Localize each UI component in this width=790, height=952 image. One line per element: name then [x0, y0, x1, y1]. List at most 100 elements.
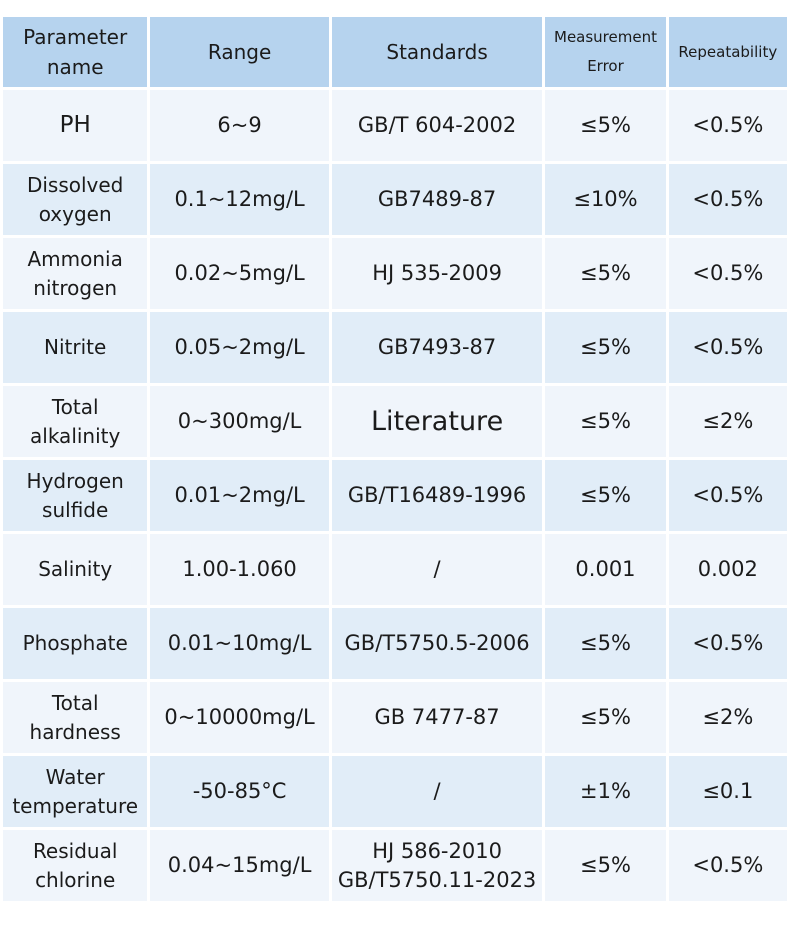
standards-cell-line: /	[433, 779, 441, 803]
header-row: Parameter name Range Standards Measureme…	[3, 17, 787, 87]
parameter-name-cell: Total alkalinity	[3, 386, 148, 457]
measurement-error-cell: ≤5%	[545, 238, 666, 309]
measurement-error-cell: ≤5%	[545, 386, 666, 457]
header-parameter-line-1: Parameter	[23, 25, 128, 49]
parameter-name-cell-line: Dissolved	[26, 172, 124, 197]
range-cell: 0.01~10mg/L	[150, 608, 329, 679]
standards-cell: GB/T5750.5-2006	[331, 608, 543, 679]
standards-cell: GB/T 604-2002	[331, 90, 543, 161]
measurement-error-cell: ≤5%	[545, 312, 666, 383]
parameter-name-cell-line: Residual	[32, 838, 118, 863]
parameter-name-cell-line: Ammonia	[27, 246, 123, 271]
standards-cell-line: /	[433, 557, 441, 581]
standards-cell-line: Literature	[370, 406, 504, 437]
range-cell: 1.00-1.060	[150, 534, 329, 605]
table-row: Water temperature -50-85°C / ±1% ≤0.1	[3, 756, 787, 827]
range-cell: -50-85°C	[150, 756, 329, 827]
table-row: Total alkalinity 0~300mg/L Literature ≤5% ≤2%	[3, 386, 787, 457]
measurement-error-cell: ≤5%	[545, 682, 666, 753]
table-body: PH 6~9 GB/T 604-2002 ≤5% <0.5% Dissolved oxyge…	[3, 90, 787, 901]
measurement-error-cell: ≤5%	[545, 460, 666, 531]
range-cell: 0.05~2mg/L	[150, 312, 329, 383]
range-cell: 0.02~5mg/L	[150, 238, 329, 309]
parameter-name-cell: Nitrite	[3, 312, 148, 383]
table-row: Residual chlorine 0.04~15mg/L HJ 586-2010 GB…	[3, 830, 787, 901]
parameter-name-cell: Ammonia nitrogen	[3, 238, 148, 309]
parameter-name-cell-line: Nitrite	[44, 335, 107, 359]
parameter-name-cell-line: Phosphate	[22, 631, 128, 655]
standards-cell-line: GB 7477-87	[374, 705, 500, 729]
standards-cell: /	[331, 756, 543, 827]
header-range: Range	[150, 17, 329, 87]
repeatability-cell: <0.5%	[668, 238, 787, 309]
spec-table: Parameter name Range Standards Measureme…	[0, 14, 790, 904]
repeatability-cell: ≤2%	[668, 386, 787, 457]
table-row: Salinity 1.00-1.060 / 0.001 0.002	[3, 534, 787, 605]
parameter-name-cell-line: sulfide	[42, 497, 109, 522]
parameter-name-cell-line: hardness	[29, 719, 121, 744]
parameter-name-cell-line: chlorine	[35, 867, 116, 892]
standards-cell-line: HJ 535-2009	[372, 261, 502, 285]
range-cell: 0.01~2mg/L	[150, 460, 329, 531]
standards-cell: GB7489-87	[331, 164, 543, 235]
header-parameter-line-2: name	[46, 55, 104, 79]
table-row: Phosphate 0.01~10mg/L GB/T5750.5-2006 ≤5% <0…	[3, 608, 787, 679]
standards-cell-line: GB/T5750.5-2006	[344, 631, 530, 655]
standards-cell: GB7493-87	[331, 312, 543, 383]
table-row: PH 6~9 GB/T 604-2002 ≤5% <0.5%	[3, 90, 787, 161]
parameter-name-cell-line: PH	[59, 112, 91, 138]
measurement-error-cell: ±1%	[545, 756, 666, 827]
header-repeatability: Repeatability	[668, 17, 787, 87]
parameter-name-cell-line: alkalinity	[30, 423, 121, 448]
parameter-name-cell-line: Total	[51, 690, 99, 715]
measurement-error-cell: ≤10%	[545, 164, 666, 235]
repeatability-cell: <0.5%	[668, 460, 787, 531]
repeatability-cell: ≤0.1	[668, 756, 787, 827]
repeatability-cell: ≤2%	[668, 682, 787, 753]
parameter-name-cell-line: Hydrogen	[26, 468, 124, 493]
standards-cell-line: GB/T16489-1996	[347, 483, 527, 507]
range-cell: 0.1~12mg/L	[150, 164, 329, 235]
parameter-name-cell: Residual chlorine	[3, 830, 148, 901]
standards-cell-line: GB7493-87	[377, 335, 497, 359]
parameter-name-cell-line: oxygen	[38, 201, 112, 226]
parameter-name-cell: Hydrogen sulfide	[3, 460, 148, 531]
header-measurement-error: Measurement Error	[545, 17, 666, 87]
table-row: Hydrogen sulfide 0.01~2mg/L GB/T16489-1996 ≤…	[3, 460, 787, 531]
repeatability-cell: <0.5%	[668, 312, 787, 383]
standards-cell: Literature	[331, 386, 543, 457]
parameter-name-cell: Water temperature	[3, 756, 148, 827]
measurement-error-cell: ≤5%	[545, 830, 666, 901]
measurement-error-cell: ≤5%	[545, 90, 666, 161]
header-standards: Standards	[331, 17, 543, 87]
range-cell: 0~300mg/L	[150, 386, 329, 457]
standards-cell: HJ 535-2009	[331, 238, 543, 309]
parameter-name-cell-line: Water	[45, 764, 105, 789]
standards-cell-line: HJ 586-2010	[372, 838, 502, 863]
standards-cell: GB 7477-87	[331, 682, 543, 753]
parameter-name-cell: Dissolved oxygen	[3, 164, 148, 235]
table-row: Dissolved oxygen 0.1~12mg/L GB7489-87 ≤10% <0…	[3, 164, 787, 235]
standards-cell-line: GB7489-87	[377, 187, 497, 211]
parameter-name-cell-line: Total	[51, 394, 99, 419]
repeatability-cell: <0.5%	[668, 830, 787, 901]
parameter-name-cell-line: nitrogen	[33, 275, 118, 300]
standards-cell-line: GB/T5750.11-2023	[337, 867, 537, 892]
parameter-name-cell: PH	[3, 90, 148, 161]
repeatability-cell: <0.5%	[668, 164, 787, 235]
standards-cell: HJ 586-2010 GB/T5750.11-2023	[331, 830, 543, 901]
repeatability-cell: <0.5%	[668, 90, 787, 161]
header-measurement-line-2: Error	[587, 57, 624, 75]
standards-cell: GB/T16489-1996	[331, 460, 543, 531]
table-row: Ammonia nitrogen 0.02~5mg/L HJ 535-2009 ≤5% <…	[3, 238, 787, 309]
parameter-name-cell: Phosphate	[3, 608, 148, 679]
range-cell: 0~10000mg/L	[150, 682, 329, 753]
table-row: Nitrite 0.05~2mg/L GB7493-87 ≤5% <0.5%	[3, 312, 787, 383]
parameter-name-cell: Total hardness	[3, 682, 148, 753]
range-cell: 0.04~15mg/L	[150, 830, 329, 901]
measurement-error-cell: 0.001	[545, 534, 666, 605]
repeatability-cell: <0.5%	[668, 608, 787, 679]
repeatability-cell: 0.002	[668, 534, 787, 605]
table-row: Total hardness 0~10000mg/L GB 7477-87 ≤5% ≤2%	[3, 682, 787, 753]
header-measurement-line-1: Measurement	[554, 28, 657, 46]
